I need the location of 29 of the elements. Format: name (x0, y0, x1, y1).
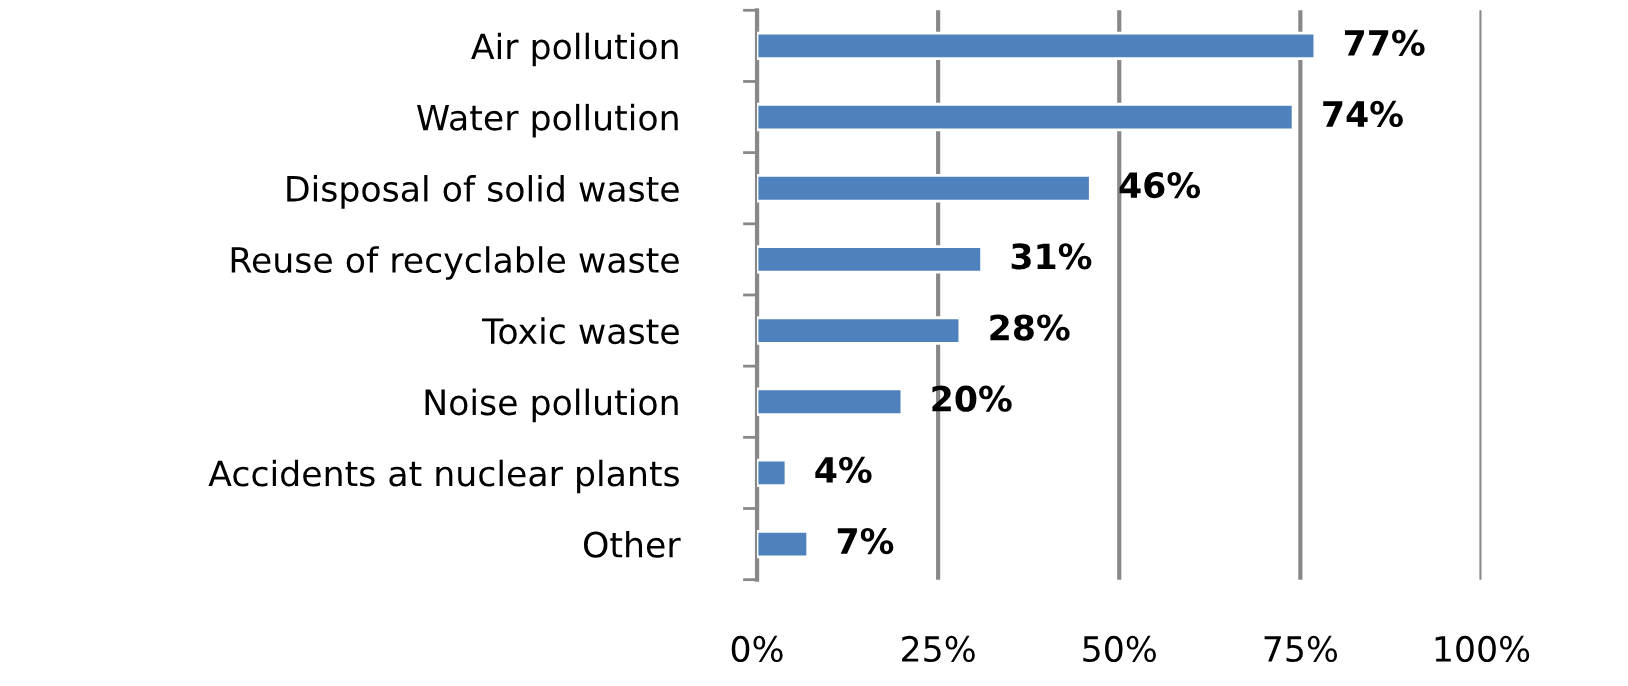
y-tick-label: Other (583, 530, 681, 558)
bar (757, 387, 904, 416)
data-label: 7% (837, 527, 894, 555)
bar (757, 458, 788, 488)
x-tick-label: 0% (731, 635, 783, 663)
data-label: 28% (990, 314, 1070, 341)
bar (757, 174, 1092, 203)
bar (757, 31, 1317, 61)
x-tick-label: 50% (1083, 635, 1156, 663)
bar (757, 102, 1295, 132)
data-label: 77% (1344, 29, 1425, 56)
x-tick-label: 25% (902, 635, 975, 663)
y-tick-label: Toxic waste (482, 317, 679, 345)
y-tick-label: Noise pollution (425, 388, 678, 423)
y-tick-label: Accidents at nuclear plants (208, 459, 679, 494)
bar (757, 316, 962, 345)
y-tick-label: Air pollution (471, 32, 678, 67)
data-label: 20% (932, 385, 1012, 412)
data-label: 31% (1011, 243, 1092, 270)
x-tick-label: 100% (1435, 635, 1530, 663)
bar (757, 245, 983, 274)
bar (757, 529, 810, 559)
data-label: 46% (1119, 172, 1201, 199)
data-label: 4% (815, 456, 872, 483)
data-label: 74% (1323, 100, 1403, 128)
y-tick-label: Reuse of recyclable waste (231, 246, 679, 280)
y-tick-label: Water pollution (417, 103, 678, 138)
x-tick-label: 75% (1264, 635, 1338, 663)
y-tick-label: Disposal of solid waste (287, 175, 679, 209)
